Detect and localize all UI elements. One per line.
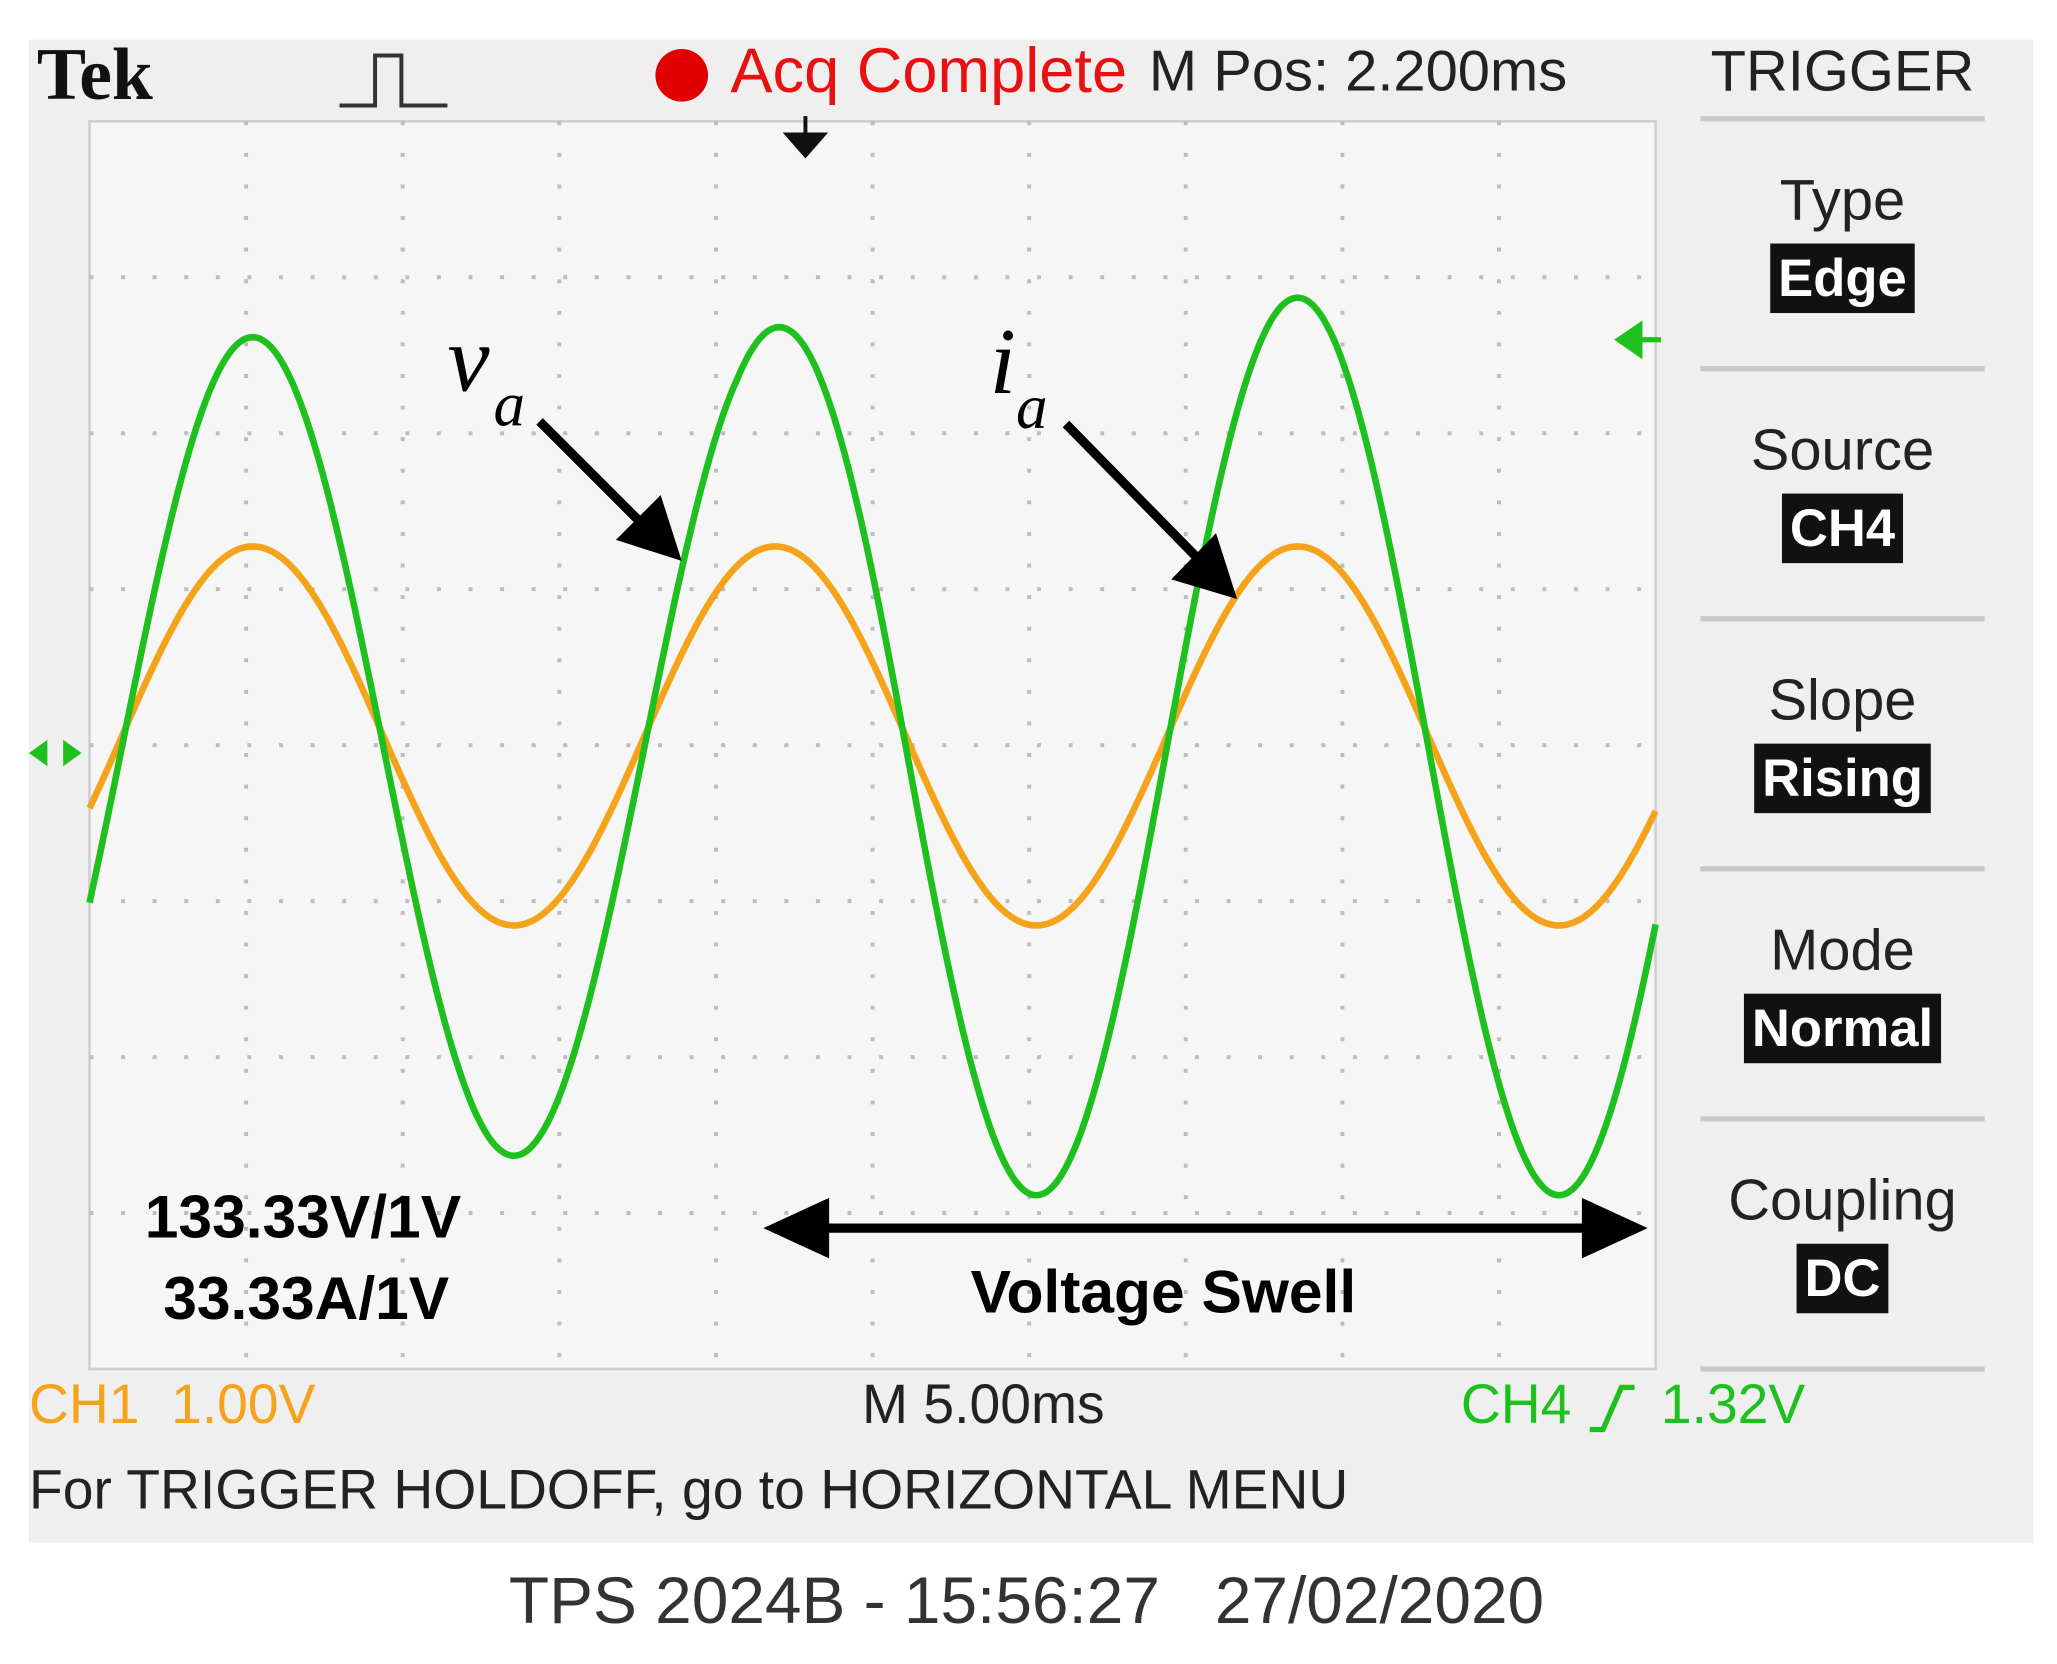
menu-label: Type <box>1780 169 1906 233</box>
menu-value: Normal <box>1752 999 1933 1058</box>
menu-value: CH4 <box>1790 499 1895 558</box>
menu-label: Coupling <box>1728 1169 1957 1233</box>
ch1-label: CH1 <box>29 1373 140 1435</box>
menu-label: Slope <box>1768 669 1916 733</box>
menu-value-box <box>1743 993 1942 1064</box>
menu-value-box <box>1781 493 1904 564</box>
menu-label: Mode <box>1770 919 1915 983</box>
voltage-label: v <box>447 307 490 411</box>
menu-label: Source <box>1751 419 1934 483</box>
current-arrow <box>1062 420 1204 565</box>
run-icon <box>339 53 448 108</box>
caption: TPS 2024B - 15:56:27 27/02/2020 <box>509 1563 1544 1637</box>
current-waveform <box>86 543 1659 929</box>
status-dot <box>655 48 709 102</box>
graticule <box>88 120 1657 1371</box>
voltage-arrowhead <box>615 495 682 561</box>
menu-value: Edge <box>1778 249 1907 308</box>
trigger-level-marker <box>1614 320 1661 360</box>
ch1-marker <box>28 739 82 767</box>
menu-value: Rising <box>1762 749 1923 808</box>
voltage-waveform <box>86 294 1659 1199</box>
menu-value: DC <box>1804 1249 1880 1308</box>
current-label: i <box>990 310 1016 414</box>
menu-value-box <box>1770 243 1915 314</box>
menu: Type Edge Source CH4 Slope Rising Mode Normal Co… <box>1700 116 1985 1372</box>
brand: Tek <box>37 33 153 115</box>
voltage-subscript: a <box>494 369 526 439</box>
ch4-level: 1.32V <box>1661 1373 1806 1435</box>
menu-title: TRIGGER <box>1711 40 1975 104</box>
position: M Pos: 2.200ms <box>1149 40 1567 104</box>
status: Acq Complete <box>730 36 1127 106</box>
message: For TRIGGER HOLDOFF, go to HORIZONTAL ME… <box>29 1459 1348 1521</box>
menu-value-box <box>1754 743 1931 814</box>
voltage-arrow <box>536 418 649 530</box>
current-subscript: a <box>1016 372 1048 442</box>
ch1-scale: 1.00V <box>171 1373 316 1435</box>
current-arrowhead <box>1171 533 1238 600</box>
trigger-marker <box>782 116 829 159</box>
menu-value-box <box>1796 1243 1889 1314</box>
event-label: Voltage Swell <box>971 1258 1357 1326</box>
current-scale: 33.33A/1V <box>163 1264 449 1332</box>
timebase: M 5.00ms <box>862 1373 1105 1435</box>
slope-icon <box>1589 1384 1635 1433</box>
ch4-label: CH4 <box>1461 1373 1572 1435</box>
voltage-scale: 133.33V/1V <box>145 1183 461 1251</box>
